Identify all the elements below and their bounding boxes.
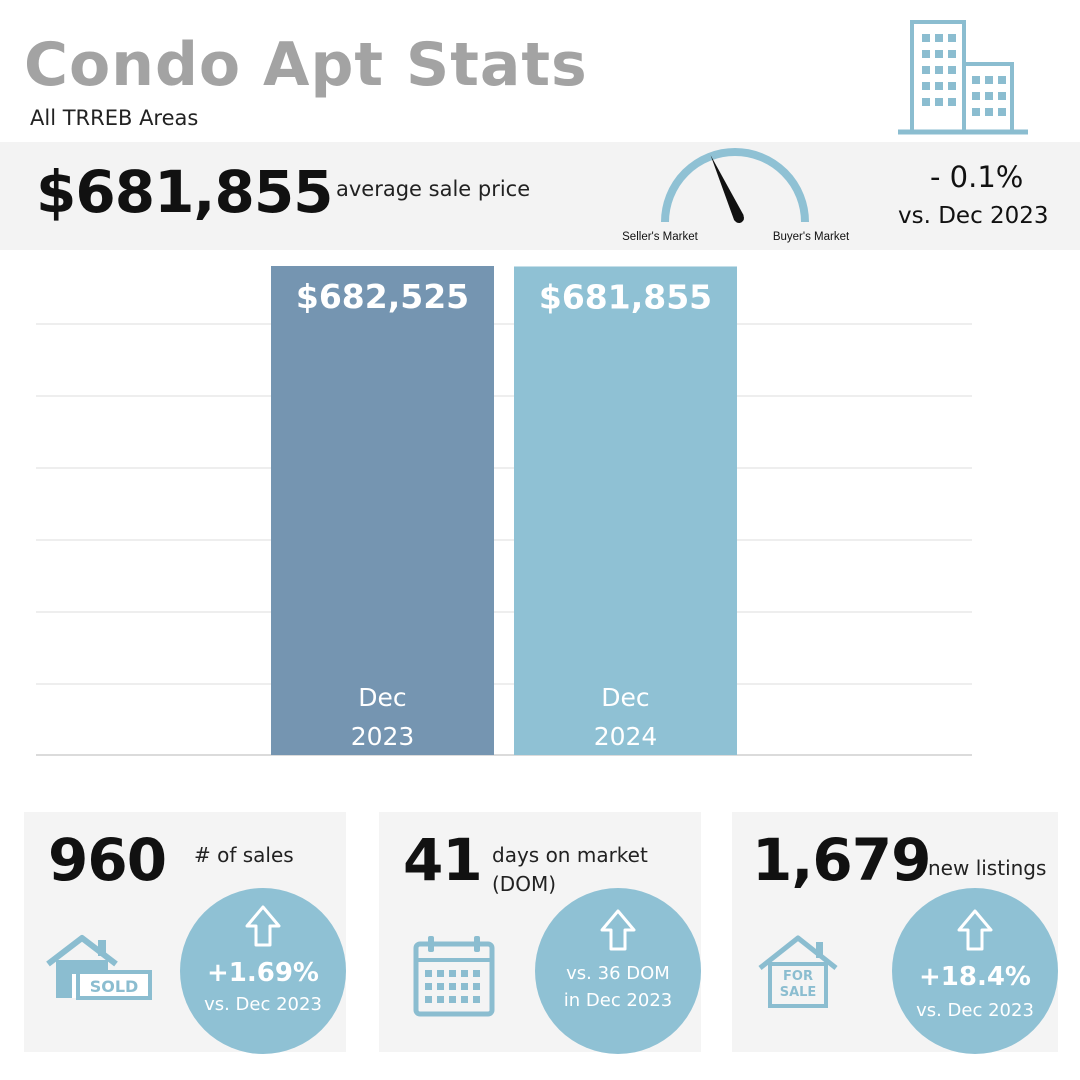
- for-sale-text-1: FOR: [783, 969, 813, 984]
- dom-change-line1: vs. 36 DOM: [566, 963, 670, 984]
- sold-sign-text: SOLD: [90, 977, 139, 996]
- average-price-label: average sale price: [336, 177, 531, 201]
- listings-label: new listings: [928, 856, 1047, 880]
- bar-category-label: Dec: [601, 683, 649, 712]
- listings-change-circle: +18.4% vs. Dec 2023: [892, 888, 1058, 1054]
- sales-label: # of sales: [194, 843, 294, 867]
- dom-change-circle: vs. 36 DOM in Dec 2023: [535, 888, 701, 1054]
- price-change-comparison: vs. Dec 2023: [898, 203, 1049, 229]
- bar-category-label: Dec: [358, 683, 406, 712]
- page-title: Condo Apt Stats: [24, 30, 588, 100]
- up-arrow-icon: [600, 909, 636, 951]
- for-sale-text-2: SALE: [780, 985, 817, 1000]
- gauge-needle: [710, 155, 744, 223]
- listings-count: 1,679: [752, 826, 931, 894]
- dom-label-line1: days on market: [492, 843, 648, 867]
- gauge-left-label: Seller's Market: [622, 231, 698, 243]
- calendar-icon: [413, 936, 495, 1017]
- page-subtitle: All TRREB Areas: [30, 106, 199, 130]
- price-change-percent: - 0.1%: [930, 160, 1024, 194]
- bar-dec-2024: [514, 266, 737, 755]
- sales-change-comparison: vs. Dec 2023: [204, 994, 322, 1015]
- gauge-right-label: Buyer's Market: [773, 231, 850, 243]
- listings-change-comparison: vs. Dec 2023: [916, 1000, 1034, 1021]
- up-arrow-icon: [245, 905, 281, 947]
- price-bar-chart: $682,525 Dec 2023 $681,855 Dec 2024: [36, 266, 972, 756]
- bar-value-label: $682,525: [296, 277, 469, 316]
- dom-value: 41: [403, 826, 483, 894]
- listings-change-value: +18.4%: [919, 962, 1031, 992]
- sales-change-circle: +1.69% vs. Dec 2023: [180, 888, 346, 1054]
- bar-dec-2023: [271, 266, 494, 755]
- average-price-value: $681,855: [36, 158, 334, 226]
- sold-house-icon: SOLD: [46, 935, 152, 1000]
- for-sale-house-icon: FOR SALE: [758, 935, 838, 1008]
- dom-change-line2: in Dec 2023: [563, 990, 673, 1011]
- market-gauge: Seller's Market Buyer's Market: [622, 148, 850, 243]
- bar-category-label: 2024: [594, 722, 658, 751]
- building-icon: [898, 20, 1028, 135]
- sales-change-value: +1.69%: [207, 958, 319, 988]
- bar-category-label: 2023: [351, 722, 415, 751]
- up-arrow-icon: [957, 909, 993, 951]
- sales-count: 960: [48, 826, 167, 894]
- bar-value-label: $681,855: [539, 277, 712, 316]
- price-summary-band: [0, 142, 1080, 250]
- dom-label-line2: (DOM): [492, 872, 557, 896]
